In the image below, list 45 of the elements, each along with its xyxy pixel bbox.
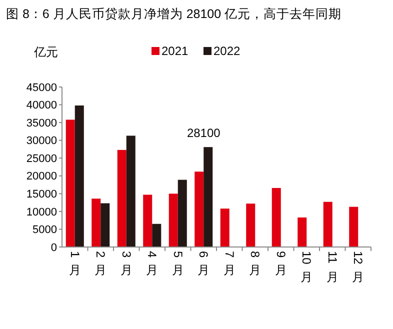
- x-tick-label: 10月: [300, 251, 314, 284]
- x-tick-label: 3月: [119, 251, 134, 277]
- y-tick-label: 15000: [26, 188, 57, 201]
- bar: [117, 150, 126, 247]
- bar: [298, 217, 307, 247]
- bar: [204, 147, 213, 247]
- bar: [168, 194, 178, 247]
- y-tick-label: 25000: [26, 152, 57, 165]
- bar: [92, 198, 101, 247]
- y-axis-title: 亿元: [33, 45, 58, 59]
- x-tick-label: 4月: [145, 251, 160, 277]
- x-tick-label: 5月: [170, 251, 185, 277]
- y-tick-label: 0: [50, 242, 57, 254]
- x-tick-label: 6月: [196, 251, 211, 277]
- x-tick-label: 2月: [94, 251, 108, 277]
- bar: [152, 224, 162, 247]
- y-tick-label: 30000: [26, 135, 57, 148]
- bar: [126, 136, 136, 247]
- annotation: 28100: [186, 126, 221, 140]
- y-tick-label: 20000: [26, 170, 57, 183]
- bar: [323, 202, 332, 247]
- y-tick-label: 45000: [26, 82, 57, 94]
- legend-label: 2021: [162, 44, 189, 58]
- legend-label: 2022: [214, 44, 241, 58]
- y-tick-label: 40000: [26, 100, 57, 112]
- x-tick-label: 1月: [68, 251, 82, 277]
- bar: [178, 180, 187, 247]
- bar: [220, 208, 230, 247]
- x-tick-label: 7月: [222, 251, 236, 277]
- bar: [143, 194, 152, 247]
- chart-title: 图 8：6 月人民币贷款月净增为 28100 亿元，高于去年同期: [6, 6, 342, 21]
- bar: [74, 105, 84, 247]
- bar: [349, 206, 358, 247]
- x-tick-label: 8月: [248, 251, 262, 277]
- x-tick-label: 11月: [325, 251, 340, 284]
- bar: [272, 188, 281, 247]
- bar: [194, 172, 204, 247]
- x-tick-label: 9月: [274, 251, 288, 277]
- y-tick-label: 10000: [26, 206, 57, 218]
- y-tick-label: 5000: [32, 224, 57, 236]
- bar: [66, 120, 75, 247]
- x-tick-label: 12月: [351, 251, 366, 284]
- y-tick-label: 35000: [26, 117, 57, 130]
- bar: [246, 204, 256, 247]
- bar: [100, 203, 110, 247]
